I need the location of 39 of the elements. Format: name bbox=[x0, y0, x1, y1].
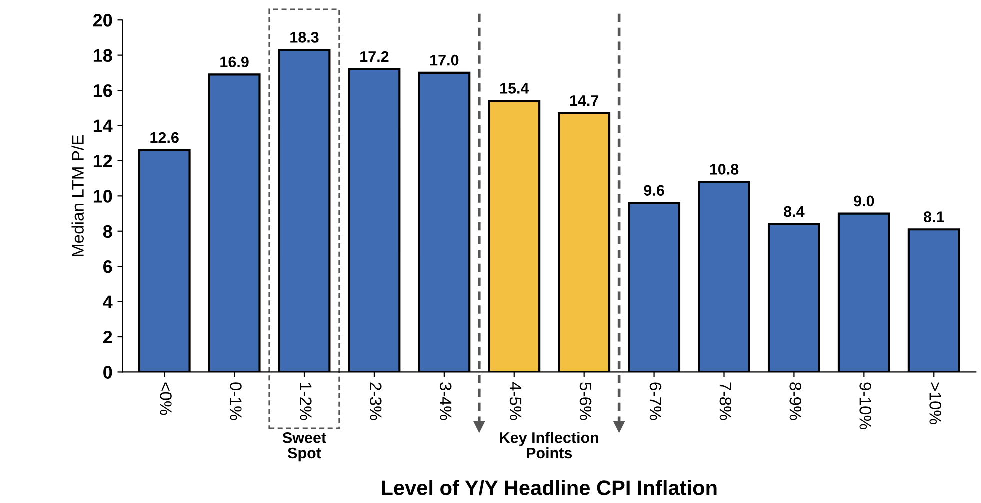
y-tick-label: 12 bbox=[94, 154, 112, 168]
x-axis-title: Level of Y/Y Headline CPI Inflation bbox=[382, 480, 717, 496]
y-tick-label: 18 bbox=[94, 49, 112, 62]
x-tick-label: 0-1% bbox=[230, 382, 242, 420]
y-tick-label: 8 bbox=[103, 225, 112, 238]
data-label: 16.9 bbox=[220, 56, 249, 68]
x-tick-label: 3-4% bbox=[440, 382, 452, 420]
y-tick-label: 6 bbox=[104, 260, 112, 274]
text: Key Inflection Points bbox=[500, 432, 599, 459]
x-tick-label: 9-10% bbox=[860, 382, 872, 430]
data-label: 10.8 bbox=[710, 164, 739, 175]
data-label: 17.2 bbox=[360, 51, 389, 62]
data-label: 8.1 bbox=[924, 212, 944, 222]
y-tick-label: 16 bbox=[94, 84, 112, 98]
y-tick-label: 20 bbox=[93, 14, 112, 27]
text: Sweet Spot bbox=[282, 432, 326, 462]
y-tick-label: 4 bbox=[103, 296, 113, 308]
x-tick-label: 7-8% bbox=[720, 382, 732, 420]
x-tick-label: 6-7% bbox=[650, 382, 662, 420]
data-label: 12.6 bbox=[150, 132, 179, 144]
data-label: 9.0 bbox=[854, 196, 874, 207]
data-label: 8.4 bbox=[784, 206, 805, 218]
x-tick-label: <0% bbox=[160, 382, 172, 416]
x-tick-label: 5-6% bbox=[580, 382, 592, 420]
data-label: 9.6 bbox=[644, 185, 664, 196]
y-tick-label: 0 bbox=[104, 366, 112, 379]
x-tick-label: 8-9% bbox=[790, 382, 802, 420]
x-tick-label: 1-2% bbox=[300, 383, 312, 420]
data-label: 17.0 bbox=[430, 54, 459, 66]
data-label: 15.4 bbox=[500, 83, 530, 94]
data-label: 18.3 bbox=[290, 32, 319, 43]
y-tick-label: 2 bbox=[103, 330, 112, 344]
x-tick-label: 4-5% bbox=[510, 382, 522, 420]
y-axis-title: Median LTM P/E bbox=[72, 135, 84, 256]
x-tick-label: 2-3% bbox=[370, 382, 382, 420]
y-tick-label: 14 bbox=[94, 120, 113, 132]
y-tick-label: 10 bbox=[94, 190, 112, 203]
x-tick-label: >10% bbox=[930, 382, 942, 424]
data-label: 14.7 bbox=[570, 96, 599, 106]
